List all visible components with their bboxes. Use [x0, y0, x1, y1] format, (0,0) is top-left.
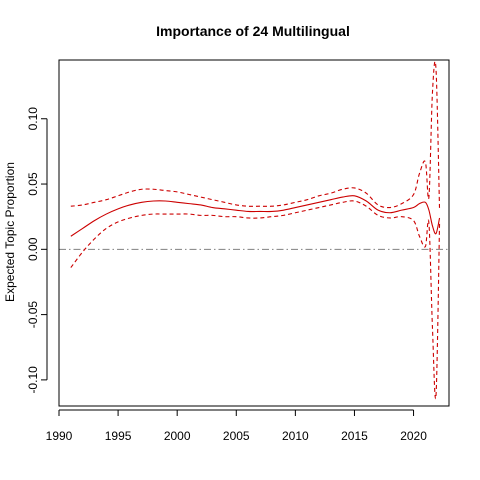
chart-title: Importance of 24 Multilingual [156, 23, 350, 39]
y-tick-label: -0.10 [26, 366, 40, 394]
x-tick-label: 2010 [282, 429, 309, 443]
x-tick-label: 2000 [164, 429, 191, 443]
y-tick-label: 0.10 [26, 107, 40, 131]
series-line-lower [70, 200, 441, 400]
series-line-estimate [70, 195, 441, 237]
x-tick-label: 2005 [223, 429, 250, 443]
x-tick-label: 1990 [46, 429, 73, 443]
axes-layer: 1990 1995 2000 2005 2010 2015 2020 -0.10 -0.05 0.… [26, 59, 450, 443]
x-tick-label: 1995 [105, 429, 132, 443]
x-tick-label: 2020 [400, 429, 427, 443]
plot-frame [58, 59, 450, 407]
y-tick-label: 0.00 [26, 237, 40, 261]
x-tick-label: 2015 [341, 429, 368, 443]
series-line-upper [70, 60, 441, 211]
y-axis-label: Expected Topic Proportion [3, 162, 17, 302]
series-layer [70, 60, 441, 400]
y-tick-label: -0.05 [26, 301, 40, 329]
y-tick-label: 0.05 [26, 172, 40, 196]
